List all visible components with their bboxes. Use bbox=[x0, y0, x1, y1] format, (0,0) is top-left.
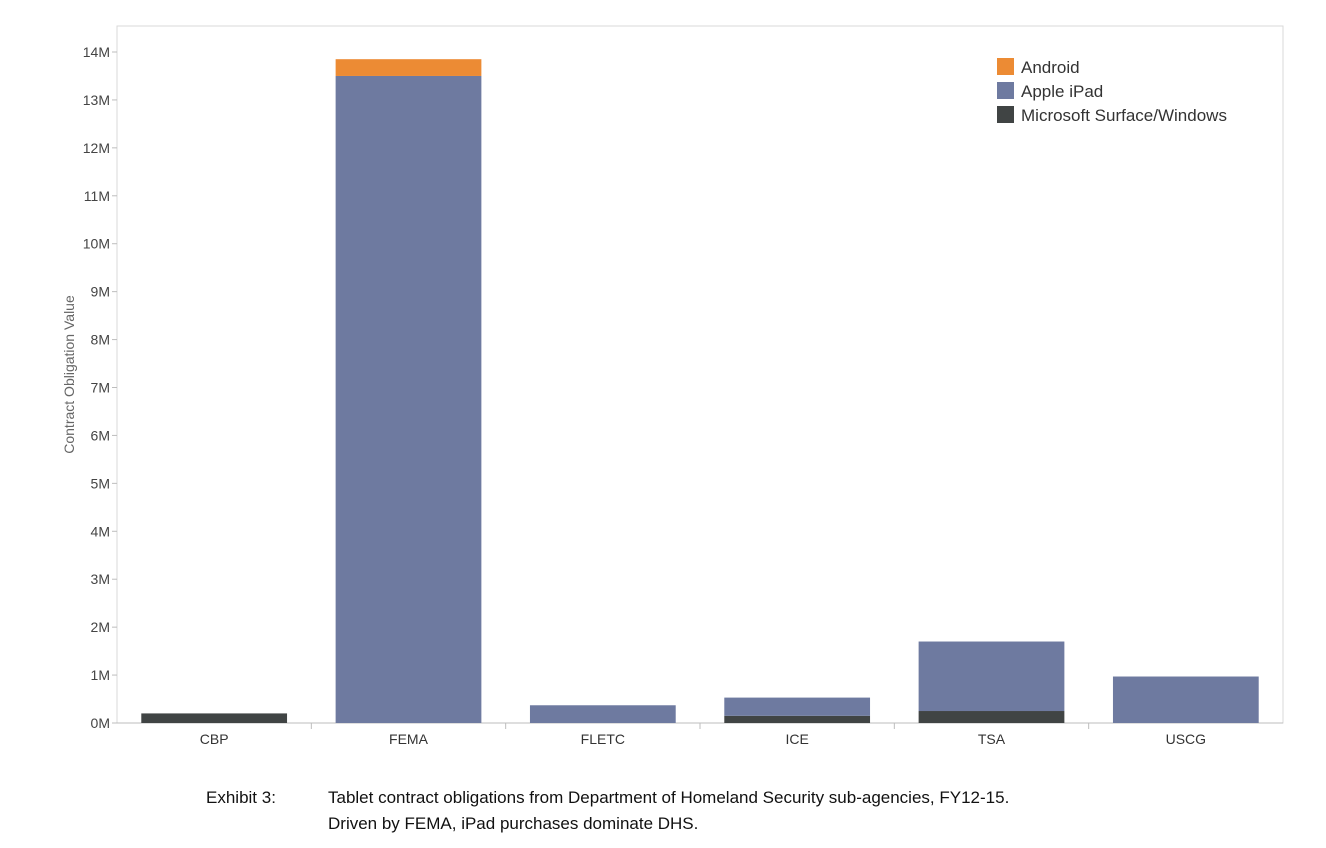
x-tick-label: ICE bbox=[785, 731, 808, 747]
bar-segment bbox=[335, 59, 482, 76]
y-tick-label: 3M bbox=[91, 571, 110, 587]
y-tick-label: 10M bbox=[83, 236, 110, 252]
y-tick-label: 8M bbox=[91, 332, 110, 348]
y-tick-label: 13M bbox=[83, 92, 110, 108]
bar-segment bbox=[1112, 676, 1259, 723]
y-tick-label: 6M bbox=[91, 427, 110, 443]
y-tick-label: 0M bbox=[91, 715, 110, 731]
legend-label: Microsoft Surface/Windows bbox=[1021, 106, 1227, 125]
legend-label: Apple iPad bbox=[1021, 82, 1103, 101]
plot-frame bbox=[116, 25, 1284, 724]
bar-segment bbox=[918, 641, 1065, 712]
bar-segment bbox=[724, 697, 871, 716]
bar-segment bbox=[529, 705, 676, 723]
y-tick-label: 5M bbox=[91, 475, 110, 491]
y-tick-label: 7M bbox=[91, 380, 110, 396]
bar-segment bbox=[918, 711, 1065, 723]
caption-line-1: Tablet contract obligations from Departm… bbox=[328, 788, 1010, 807]
x-tick-label: FLETC bbox=[581, 731, 625, 747]
caption-label: Exhibit 3: bbox=[206, 788, 276, 807]
bar-segment bbox=[724, 715, 871, 723]
chart-svg: 0M 1M 2M 3M 4M 5M 6M 7M 8M 9M 10M 11M 12M 13M 14M Contr… bbox=[61, 25, 1284, 747]
y-tick-label: 9M bbox=[91, 284, 110, 300]
x-tick-label: USCG bbox=[1166, 731, 1206, 747]
x-tick-label: FEMA bbox=[389, 731, 429, 747]
legend-swatch bbox=[997, 82, 1014, 99]
legend-label: Android bbox=[1021, 58, 1080, 77]
caption-line-2: Driven by FEMA, iPad purchases dominate … bbox=[328, 814, 699, 833]
y-tick-label: 2M bbox=[91, 619, 110, 635]
x-tick-label: TSA bbox=[978, 731, 1006, 747]
bar-segment bbox=[141, 713, 288, 723]
stacked-bar-chart: 0M 1M 2M 3M 4M 5M 6M 7M 8M 9M 10M 11M 12M 13M 14M Contr… bbox=[61, 25, 1284, 747]
y-tick-label: 4M bbox=[91, 523, 110, 539]
bar-segment bbox=[335, 75, 482, 723]
y-tick-label: 1M bbox=[91, 667, 110, 683]
y-tick-label: 11M bbox=[84, 188, 110, 204]
y-tick-label: 14M bbox=[83, 44, 110, 60]
y-axis-label: Contract Obligation Value bbox=[61, 295, 77, 454]
x-tick-label: CBP bbox=[200, 731, 229, 747]
y-tick-label: 12M bbox=[83, 140, 110, 156]
legend-swatch bbox=[997, 106, 1014, 123]
legend-swatch bbox=[997, 58, 1014, 75]
